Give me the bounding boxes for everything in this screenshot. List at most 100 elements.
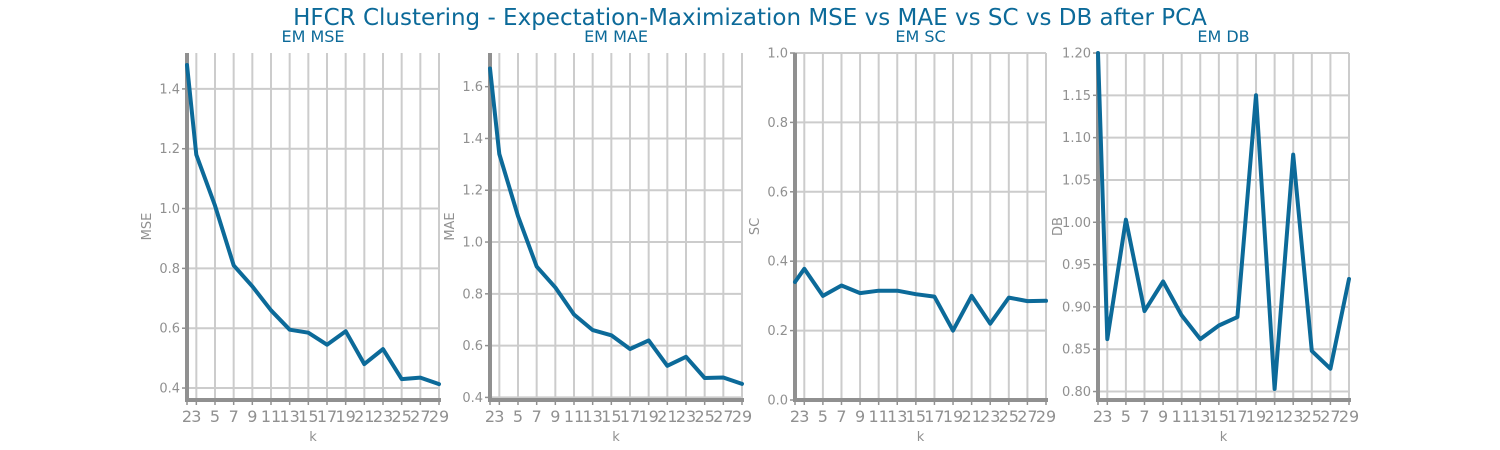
x-tick-label: 13 — [279, 407, 299, 426]
x-tick-label: 9 — [855, 407, 865, 426]
data-point — [793, 280, 797, 284]
x-tick-label: 25 — [1302, 407, 1322, 426]
x-tick-label: 15 — [298, 407, 318, 426]
data-point — [381, 347, 385, 351]
y-tick-label: 1.05 — [1062, 173, 1091, 188]
data-point — [516, 214, 520, 218]
x-tick-label: 17 — [1227, 407, 1247, 426]
y-tick-label: 1.0 — [462, 236, 483, 251]
y-tick-label: 0.80 — [1062, 385, 1091, 400]
subplot-title: EM DB — [1197, 27, 1249, 46]
data-point — [591, 328, 595, 332]
data-point — [213, 204, 217, 208]
series-line — [488, 66, 744, 386]
x-tick-label: 23 — [373, 407, 393, 426]
y-tick-label: 1.20 — [1062, 47, 1091, 62]
x-tick-label: 13 — [582, 407, 602, 426]
data-point — [703, 376, 707, 380]
y-tick-label: 0.6 — [462, 339, 483, 354]
x-tick-label: 29 — [1036, 407, 1056, 426]
x-tick-label: 11 — [564, 407, 584, 426]
x-tick-label: 29 — [732, 407, 752, 426]
y-tick-label: 1.4 — [159, 82, 180, 97]
data-point — [1025, 299, 1029, 303]
data-point — [497, 152, 501, 156]
y-tick-label: 1.2 — [462, 184, 483, 199]
x-tick-label: 17 — [620, 407, 640, 426]
data-point — [1105, 337, 1109, 341]
data-point — [1254, 93, 1258, 97]
y-tick-label: 0.90 — [1062, 300, 1091, 315]
x-tick-label: 15 — [601, 407, 621, 426]
subplot-title: EM SC — [895, 27, 945, 46]
data-point — [488, 67, 492, 71]
data-point — [250, 284, 254, 288]
data-point — [288, 328, 292, 332]
data-point — [628, 347, 632, 351]
data-point — [269, 308, 273, 312]
data-point — [1096, 51, 1100, 55]
data-point — [362, 362, 366, 366]
x-tick-label: 3 — [494, 407, 504, 426]
x-tick-label: 2 — [182, 407, 192, 426]
y-tick-label: 1.6 — [462, 80, 483, 95]
data-point — [1044, 299, 1048, 303]
data-point — [647, 338, 651, 342]
x-tick-label: 27 — [713, 407, 733, 426]
data-point — [185, 63, 189, 67]
series-line — [185, 63, 441, 387]
y-tick-label: 0.2 — [767, 324, 788, 339]
x-tick-label: 15 — [906, 407, 926, 426]
x-tick-label: 7 — [836, 407, 846, 426]
y-tick-label: 0.8 — [159, 262, 180, 277]
x-tick-label: 19 — [1246, 407, 1266, 426]
x-tick-label: 21 — [657, 407, 677, 426]
x-tick-label: 25 — [694, 407, 714, 426]
x-tick-label: 9 — [1158, 407, 1168, 426]
y-tick-label: 0.6 — [767, 185, 788, 200]
x-tick-label: 11 — [261, 407, 281, 426]
data-point — [194, 153, 198, 157]
x-tick-label: 25 — [391, 407, 411, 426]
y-tick-label: 1.4 — [462, 132, 483, 147]
data-point — [1198, 337, 1202, 341]
x-tick-label: 21 — [961, 407, 981, 426]
data-point — [325, 343, 329, 347]
x-axis-label: k — [917, 430, 925, 445]
x-tick-label: 19 — [335, 407, 355, 426]
x-tick-label: 13 — [887, 407, 907, 426]
data-point — [740, 382, 744, 386]
y-tick-label: 1.2 — [159, 142, 180, 157]
x-tick-label: 2 — [790, 407, 800, 426]
x-tick-label: 9 — [247, 407, 257, 426]
data-point — [400, 377, 404, 381]
data-point — [895, 289, 899, 293]
y-tick-label: 0.4 — [767, 255, 788, 270]
data-point — [684, 355, 688, 359]
x-tick-label: 25 — [999, 407, 1019, 426]
y-tick-label: 0.4 — [159, 382, 180, 397]
x-tick-label: 11 — [868, 407, 888, 426]
subplot-4: 0.800.850.900.951.001.051.101.151.202 3 5 7… — [1051, 27, 1359, 445]
x-tick-label: 29 — [429, 407, 449, 426]
data-point — [609, 333, 613, 337]
subplot-1: 0.40.60.81.01.21.42 3 5 7 9 11131517192123252… — [140, 27, 449, 445]
data-point — [1217, 324, 1221, 328]
data-point — [821, 294, 825, 298]
x-tick-label: 2 — [1093, 407, 1103, 426]
x-tick-label: 17 — [317, 407, 337, 426]
x-tick-label: 19 — [638, 407, 658, 426]
figure-title: HFCR Clustering - Expectation-Maximizati… — [293, 5, 1207, 31]
data-point — [802, 267, 806, 271]
data-point — [951, 329, 955, 333]
y-tick-label: 0.8 — [767, 116, 788, 131]
x-tick-label: 15 — [1209, 407, 1229, 426]
data-point — [1347, 277, 1351, 281]
x-tick-label: 7 — [229, 407, 239, 426]
data-point — [418, 376, 422, 380]
y-tick-label: 1.10 — [1062, 131, 1091, 146]
x-tick-label: 7 — [1139, 407, 1149, 426]
data-point — [858, 291, 862, 295]
x-axis-label: k — [309, 430, 317, 445]
